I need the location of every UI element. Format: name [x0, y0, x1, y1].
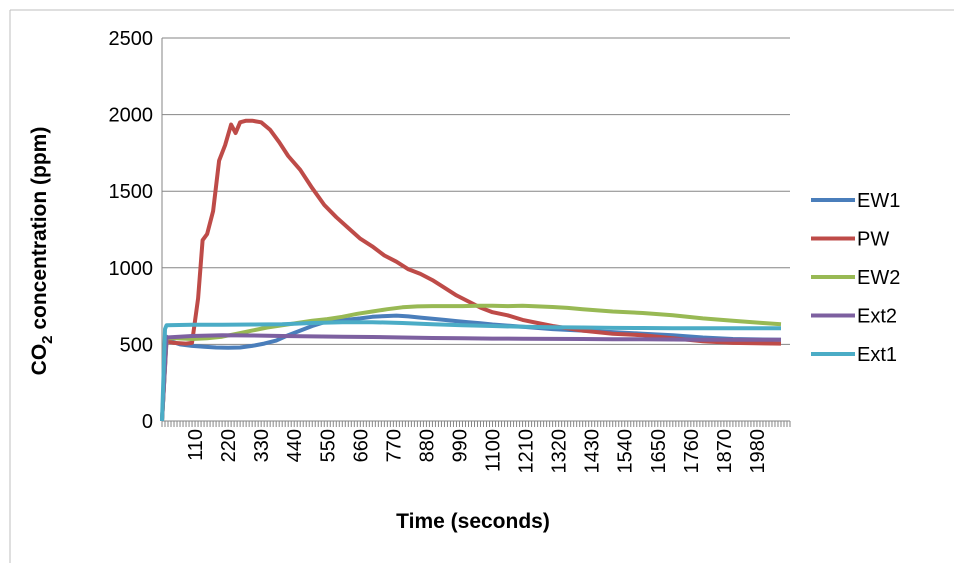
y-axis-title: CO2 concentration (ppm) — [28, 127, 56, 376]
x-tick-label: 220 — [218, 429, 240, 462]
y-tick-label: 1000 — [109, 258, 154, 280]
y-tick-label: 0 — [142, 411, 153, 433]
x-tick-label: 1980 — [747, 429, 769, 474]
legend-label-ew2: EW2 — [857, 267, 900, 289]
x-tick-label: 990 — [449, 429, 471, 462]
legend: EW1 PW EW2 Ext2 Ext1 — [811, 190, 900, 366]
legend-label-pw: PW — [857, 229, 889, 251]
series-line-ext1 — [160, 320, 781, 422]
x-tick-label: 1320 — [549, 429, 571, 474]
y-tick-label: 2500 — [109, 28, 154, 50]
x-tick-label: 880 — [416, 429, 438, 462]
y-tick-labels: 0 500 1000 1500 2000 2500 — [109, 28, 154, 433]
x-tick-label: 550 — [317, 429, 339, 462]
gridlines — [162, 37, 790, 345]
x-tick-label: 660 — [350, 429, 372, 462]
x-tick-label: 440 — [284, 429, 306, 462]
x-tick-label: 1540 — [615, 429, 637, 474]
legend-label-ext2: Ext2 — [857, 306, 897, 328]
y-axis-title-rest: concentration (ppm) — [28, 127, 51, 336]
x-tick-label: 330 — [251, 429, 273, 462]
x-tick-label: 1870 — [714, 429, 736, 474]
legend-label-ew1: EW1 — [857, 190, 900, 212]
x-tick-label: 1100 — [483, 429, 505, 472]
x-tick-label: 770 — [383, 429, 405, 462]
x-tick-label: 1650 — [648, 429, 670, 474]
series-line-ext2 — [160, 333, 781, 422]
x-axis-title: Time (seconds) — [396, 510, 550, 533]
y-axis-title-main: CO — [28, 344, 51, 376]
y-axis-title-subscript: 2 — [39, 336, 56, 344]
series-line-pw — [160, 118, 782, 422]
x-tick-label: 1760 — [681, 429, 703, 474]
x-tick-label: 110 — [185, 429, 207, 461]
legend-label-ext1: Ext1 — [857, 344, 897, 366]
y-tick-label: 1500 — [109, 181, 154, 203]
y-tick-label: 2000 — [109, 105, 154, 127]
series-lines — [160, 118, 782, 422]
x-tick-labels: 110 220 330 440 550 660 770 880 990 1100 1210 1320 1… — [185, 429, 769, 474]
x-tick-label: 1430 — [582, 429, 604, 474]
axes — [9, 9, 954, 563]
y-tick-label: 500 — [120, 334, 153, 356]
x-tick-label: 1210 — [516, 429, 538, 474]
